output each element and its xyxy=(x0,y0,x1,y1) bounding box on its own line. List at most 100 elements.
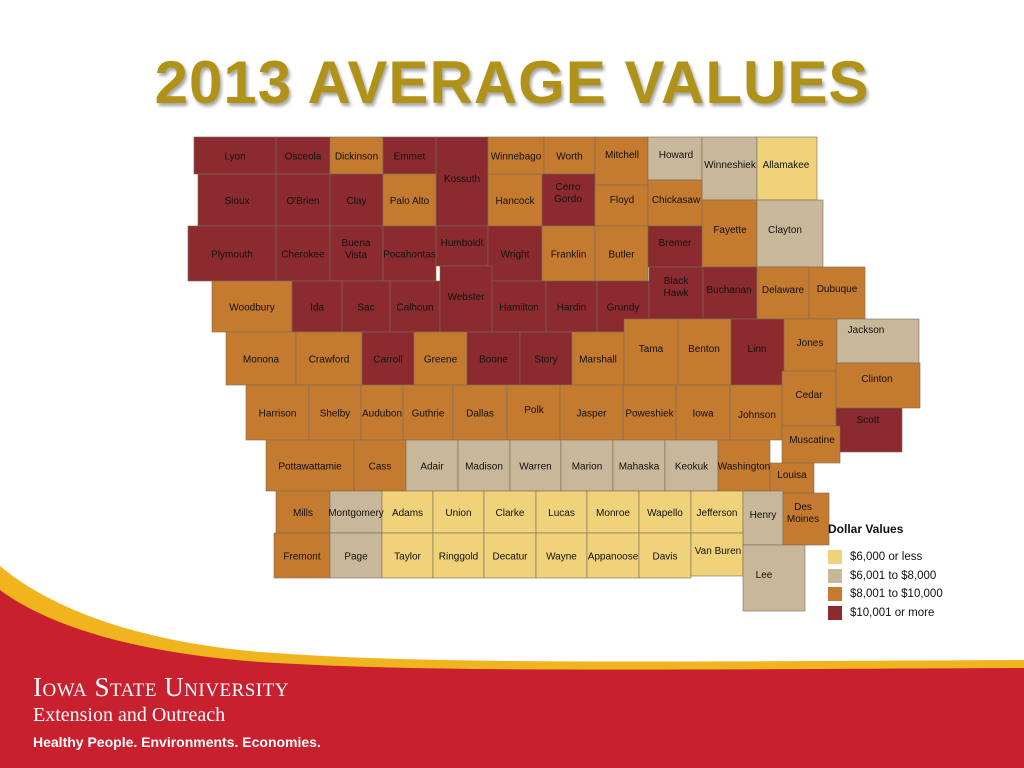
county-label: Guthrie xyxy=(412,409,445,420)
county-fayette xyxy=(701,199,758,268)
county-pottawattamie xyxy=(265,439,355,492)
tagline: Healthy People. Environments. Economies. xyxy=(33,734,321,750)
county-clay xyxy=(329,173,384,227)
county-label: Monona xyxy=(243,355,280,366)
county-label: Jackson xyxy=(848,325,885,336)
county-label: Montgomery xyxy=(328,508,384,519)
county-wayne xyxy=(535,532,588,579)
county-marshall xyxy=(571,331,625,386)
county-label: Ringgold xyxy=(439,552,478,563)
county-wright xyxy=(487,225,543,282)
county-tama xyxy=(623,318,679,386)
county-lee xyxy=(742,544,806,612)
county-buena-vista xyxy=(329,225,384,282)
county-label: Iowa xyxy=(692,409,714,420)
county-label: Dubuque xyxy=(817,284,858,295)
county-clinton xyxy=(835,362,921,409)
county-jones xyxy=(783,318,838,372)
county-label: Cerro Gordo xyxy=(554,182,582,205)
county-label: Adams xyxy=(392,508,423,519)
county-label: Fayette xyxy=(713,225,747,236)
county-crawford xyxy=(295,331,363,386)
county-emmet xyxy=(382,136,437,175)
county-keokuk xyxy=(664,439,719,492)
county-louisa xyxy=(769,462,815,494)
county-mitchell xyxy=(594,136,649,186)
county-label: Worth xyxy=(556,152,583,163)
county-label: Webster xyxy=(447,292,485,303)
county-label: Ida xyxy=(310,303,324,314)
county-winneshiek xyxy=(701,136,758,201)
county-label: Franklin xyxy=(551,250,587,261)
county-davis xyxy=(638,532,692,579)
county-worth xyxy=(543,136,596,175)
county-lyon xyxy=(193,136,277,175)
legend: Dollar Values $6,000 or less $6,001 to $… xyxy=(828,522,943,622)
county-label: Buchanan xyxy=(706,285,751,296)
county-humboldt xyxy=(435,225,489,267)
county-label: Butler xyxy=(608,250,635,261)
county-label: Polk xyxy=(524,405,544,416)
county-label: Woodbury xyxy=(229,303,274,314)
county-label: Dallas xyxy=(466,409,494,420)
county-label: Keokuk xyxy=(675,462,709,473)
county-label: Madison xyxy=(465,462,503,473)
county-label: Calhoun xyxy=(396,303,433,314)
legend-swatch xyxy=(828,568,842,583)
legend-label: $8,001 to $10,000 xyxy=(850,588,943,601)
county-label: Marshall xyxy=(579,355,617,366)
legend-label: $6,000 or less xyxy=(850,551,923,564)
legend-item: $8,001 to $10,000 xyxy=(828,585,943,604)
county-label: Humboldt xyxy=(441,238,484,249)
county-woodbury xyxy=(211,280,293,333)
county-label: Lucas xyxy=(548,508,575,519)
legend-swatch xyxy=(828,605,842,620)
county-floyd xyxy=(594,184,649,227)
county-label: Allamakee xyxy=(763,160,810,171)
county-marion xyxy=(560,439,614,492)
county-label: Benton xyxy=(688,344,720,355)
county-label: Winneshiek xyxy=(704,160,757,171)
county-label: Lee xyxy=(756,570,773,581)
county-label: Wright xyxy=(501,250,530,261)
county-allamakee xyxy=(756,136,818,201)
legend-title: Dollar Values xyxy=(828,522,904,536)
county-henry xyxy=(742,490,784,546)
county-label: Mills xyxy=(293,508,313,519)
county-label: Greene xyxy=(424,355,458,366)
county-madison xyxy=(457,439,511,492)
county-label: Taylor xyxy=(394,552,421,563)
county-label: Buena Vista xyxy=(342,238,371,261)
county-label: Poweshiek xyxy=(625,409,674,420)
extension-subtitle: Extension and Outreach xyxy=(33,704,226,726)
county-ringgold xyxy=(432,532,485,579)
county-johnson xyxy=(729,384,783,441)
county-butler xyxy=(594,225,649,282)
county-label: Emmet xyxy=(394,152,426,163)
county-label: Warren xyxy=(519,462,551,473)
county-label: Audubon xyxy=(362,409,402,420)
county-label: Clarke xyxy=(496,508,525,519)
county-label: Boone xyxy=(479,355,508,366)
county-label: Scott xyxy=(857,415,880,426)
county-clayton xyxy=(756,199,824,268)
county-page xyxy=(329,532,383,579)
county-carroll xyxy=(361,331,415,386)
legend-item: $10,001 or more xyxy=(828,604,943,623)
county-label: Grundy xyxy=(607,303,640,314)
county-label: Wayne xyxy=(546,552,577,563)
slide-title: 2013 AVERAGE VALUES xyxy=(154,49,870,116)
county-hamilton xyxy=(491,280,547,333)
county-greene xyxy=(413,331,468,386)
footer-brand: Iowa State University Extension and Outr… xyxy=(33,672,321,750)
county-label: Appanoose xyxy=(588,552,639,563)
county-muscatine xyxy=(781,425,841,464)
county-label: Clay xyxy=(346,196,366,207)
county-label: Dickinson xyxy=(335,152,378,163)
county-monroe xyxy=(586,490,640,534)
county-label: Henry xyxy=(750,510,777,521)
county-label: Adair xyxy=(420,462,444,473)
county-fremont xyxy=(273,532,331,579)
county-label: Chickasaw xyxy=(652,195,701,206)
county-label: Tama xyxy=(639,344,664,355)
